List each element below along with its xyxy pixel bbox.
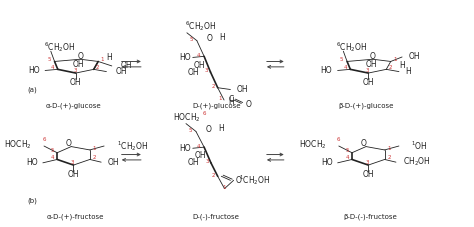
Text: O: O: [236, 176, 242, 185]
Text: OH: OH: [116, 67, 127, 76]
Text: HOCH$_2$: HOCH$_2$: [299, 138, 326, 151]
Text: 2: 2: [212, 84, 216, 89]
Text: 6: 6: [202, 111, 206, 116]
Text: 3: 3: [73, 68, 77, 73]
Text: $^6$CH$_2$OH: $^6$CH$_2$OH: [185, 20, 216, 33]
Text: D-(+)-glucose: D-(+)-glucose: [192, 102, 241, 109]
Text: OH: OH: [363, 170, 374, 179]
Text: OH: OH: [188, 67, 199, 76]
Text: (a): (a): [27, 87, 37, 93]
Text: HO: HO: [179, 144, 191, 153]
Text: 4: 4: [197, 143, 201, 148]
Text: 4: 4: [197, 53, 201, 58]
Text: 3: 3: [204, 68, 208, 73]
Text: H: H: [228, 97, 234, 106]
Text: HO: HO: [320, 66, 332, 75]
Text: 2: 2: [212, 173, 216, 178]
Text: $^1$OH: $^1$OH: [411, 140, 428, 152]
Text: OH: OH: [70, 77, 82, 86]
Text: 4: 4: [346, 155, 349, 160]
Text: 1: 1: [92, 146, 96, 151]
Text: OH: OH: [188, 158, 200, 167]
Text: 3: 3: [205, 159, 209, 164]
Text: OH: OH: [108, 158, 119, 167]
Text: C: C: [228, 95, 234, 104]
Text: 3: 3: [71, 160, 74, 165]
Text: β-D-(-)-fructose: β-D-(-)-fructose: [344, 213, 397, 220]
Text: OH: OH: [363, 77, 374, 86]
Text: O: O: [66, 139, 72, 148]
Text: 6: 6: [337, 137, 340, 142]
Text: 5: 5: [190, 37, 193, 42]
Text: 1: 1: [219, 96, 222, 101]
Text: β-D-(+)-glucose: β-D-(+)-glucose: [338, 102, 394, 109]
Text: α-D-(+)-fructose: α-D-(+)-fructose: [47, 213, 104, 220]
Text: 6: 6: [42, 137, 46, 142]
Text: 2: 2: [96, 65, 100, 70]
Text: 1: 1: [100, 57, 104, 62]
Text: OH: OH: [121, 62, 133, 70]
Text: $^1$CH$_2$OH: $^1$CH$_2$OH: [239, 173, 271, 187]
Text: 3: 3: [365, 68, 369, 73]
Text: 2: 2: [387, 155, 391, 160]
Text: H: H: [106, 53, 112, 62]
Text: OH: OH: [409, 52, 420, 61]
Text: 4: 4: [51, 65, 54, 70]
Text: 5: 5: [47, 57, 51, 62]
Text: OH: OH: [237, 85, 248, 94]
Text: HO: HO: [179, 53, 191, 62]
Text: 1: 1: [387, 146, 391, 151]
Text: OH: OH: [68, 170, 79, 179]
Text: HOCH$_2$: HOCH$_2$: [4, 138, 32, 151]
Text: 5: 5: [340, 57, 344, 62]
Text: 5: 5: [51, 148, 55, 153]
Text: 1: 1: [222, 185, 226, 190]
Text: 5: 5: [346, 148, 349, 153]
Text: OH: OH: [194, 61, 205, 70]
Text: D-(-)-fructose: D-(-)-fructose: [192, 213, 239, 220]
Text: $^1$CH$_2$OH: $^1$CH$_2$OH: [117, 139, 148, 153]
Text: 3: 3: [365, 160, 369, 165]
Text: 5: 5: [189, 128, 192, 133]
Text: O: O: [77, 52, 83, 62]
Text: α-D-(+)-glucose: α-D-(+)-glucose: [46, 102, 101, 109]
Text: H: H: [219, 123, 224, 133]
Text: HO: HO: [27, 158, 38, 167]
Text: OH: OH: [365, 60, 377, 69]
Text: 2: 2: [389, 65, 392, 70]
Text: H: H: [219, 33, 225, 42]
Text: $^6$CH$_2$OH: $^6$CH$_2$OH: [44, 40, 75, 54]
Text: O: O: [246, 100, 252, 109]
Text: CH$_2$OH: CH$_2$OH: [403, 156, 430, 168]
Text: HOCH$_2$: HOCH$_2$: [173, 111, 201, 124]
Text: 1: 1: [393, 57, 397, 62]
Text: 4: 4: [51, 155, 55, 160]
Text: O: O: [206, 125, 212, 134]
Text: 4: 4: [343, 65, 346, 70]
Text: H: H: [405, 67, 411, 76]
Text: HO: HO: [28, 66, 40, 75]
Text: (b): (b): [27, 198, 37, 204]
Text: 2: 2: [92, 155, 96, 160]
Text: Ö: Ö: [207, 34, 213, 43]
Text: OH: OH: [73, 60, 84, 69]
Text: OH: OH: [195, 151, 206, 160]
Text: O: O: [361, 139, 367, 148]
Text: H: H: [399, 61, 405, 70]
Text: O: O: [370, 52, 376, 62]
Text: HO: HO: [321, 158, 333, 167]
Text: $^6$CH$_2$OH: $^6$CH$_2$OH: [337, 40, 368, 54]
